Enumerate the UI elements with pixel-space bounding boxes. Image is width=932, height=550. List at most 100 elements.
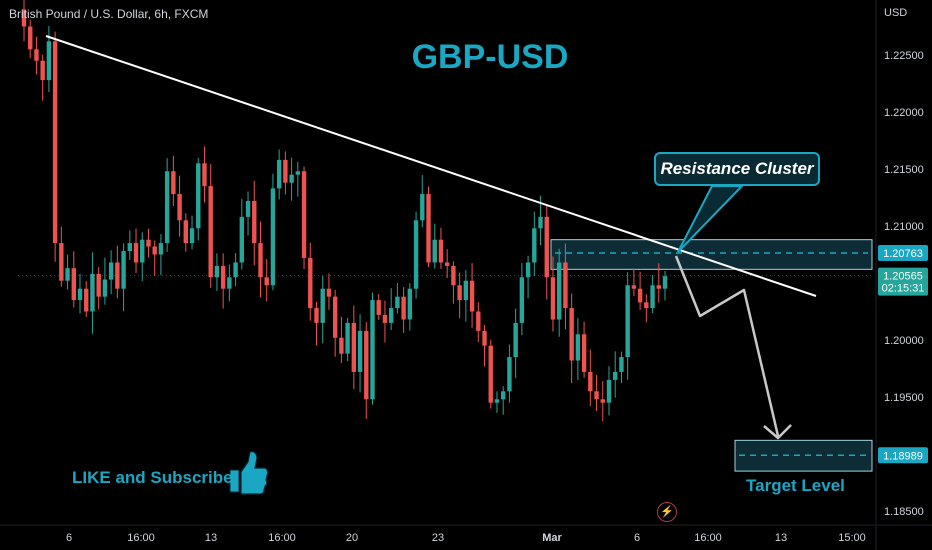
candle [40, 54, 45, 101]
price-label-box [878, 267, 928, 296]
candle [469, 263, 475, 328]
y-tick-label: 1.20000 [884, 335, 924, 347]
candle [295, 161, 301, 197]
candle-body [538, 216, 543, 229]
y-tick-label: 1.18500 [884, 506, 924, 518]
y-tick-label: 1.22000 [884, 107, 924, 119]
candle [289, 157, 294, 201]
candle-body [276, 159, 282, 189]
candle-body [65, 268, 70, 281]
candle [320, 275, 325, 344]
candle [345, 317, 350, 362]
candle-body [332, 296, 338, 338]
candle [388, 288, 394, 331]
candle [177, 175, 182, 237]
candle [588, 349, 593, 406]
candle [631, 268, 637, 297]
candle [662, 270, 668, 301]
candle-body [619, 357, 624, 372]
candle-body [183, 220, 189, 244]
candle-body [507, 357, 512, 392]
candle-body [500, 391, 506, 400]
candle [650, 274, 655, 314]
lightning-icon[interactable]: ⚡ [657, 502, 677, 522]
candle-body [71, 268, 76, 301]
candle [332, 289, 338, 357]
candle-body [426, 194, 431, 263]
candle-body [656, 285, 661, 289]
candle [401, 287, 406, 333]
candle [625, 272, 630, 380]
candle-body [77, 288, 83, 301]
candle-body [457, 285, 462, 301]
candle [619, 351, 624, 384]
currency-label: USD [884, 7, 908, 19]
x-tick-label: 13 [775, 532, 787, 544]
candle [202, 146, 207, 203]
candle [28, 19, 33, 59]
candle-body [588, 371, 593, 392]
candle [444, 249, 450, 279]
candle [420, 175, 425, 228]
candle [71, 251, 76, 308]
candle [258, 221, 263, 298]
candle [432, 223, 437, 269]
callout-pointer [677, 185, 745, 253]
candle-body [625, 285, 630, 358]
candle-body [158, 243, 164, 255]
candle-body [575, 334, 581, 361]
candle [239, 198, 245, 270]
candle-body [650, 285, 655, 309]
candle [90, 252, 95, 334]
candle [270, 173, 276, 291]
candle-body [370, 300, 375, 400]
candle-body [382, 314, 388, 323]
candle-body [146, 239, 151, 247]
candle-body [202, 163, 207, 187]
candle-body [662, 276, 668, 289]
candle-body [239, 216, 245, 263]
resistance-zone [550, 239, 873, 270]
x-tick-label: 15:00 [838, 532, 866, 544]
x-tick-label: 16:00 [694, 532, 722, 544]
candle [370, 292, 375, 405]
candle-body [388, 308, 394, 323]
projection-arrowhead [763, 424, 792, 440]
candle [451, 261, 456, 304]
y-tick-label: 1.21000 [884, 221, 924, 233]
candle-body [482, 330, 487, 346]
candle-body [127, 243, 132, 252]
candle-body [488, 345, 493, 403]
candle [252, 180, 257, 266]
candle [102, 257, 108, 305]
candle-body [569, 308, 574, 361]
x-tick-label: 23 [432, 532, 444, 544]
candle [326, 273, 332, 310]
candle [544, 203, 549, 300]
candle-body [196, 163, 201, 229]
candle-body [351, 322, 357, 372]
x-tick-label: 16:00 [268, 532, 296, 544]
candle-body [637, 288, 643, 303]
x-tick-label: 6 [634, 532, 640, 544]
candle [581, 321, 587, 378]
candle [395, 283, 400, 314]
candle-body [314, 308, 319, 323]
candle-body [550, 277, 556, 320]
x-tick-label: 6 [66, 532, 72, 544]
trendline [45, 35, 817, 297]
target-level-label: Target Level [746, 476, 845, 495]
candle-body [96, 273, 101, 297]
candle-body [40, 60, 45, 81]
candle-body [227, 277, 232, 289]
candle-body [308, 257, 313, 309]
candle-body [469, 280, 475, 312]
candle [140, 232, 145, 282]
candle [158, 234, 164, 276]
candle-body [108, 262, 114, 280]
candle-body [102, 279, 108, 297]
candle-body [326, 288, 332, 297]
x-tick-label: Mar [542, 532, 562, 544]
candle-body [376, 300, 381, 315]
